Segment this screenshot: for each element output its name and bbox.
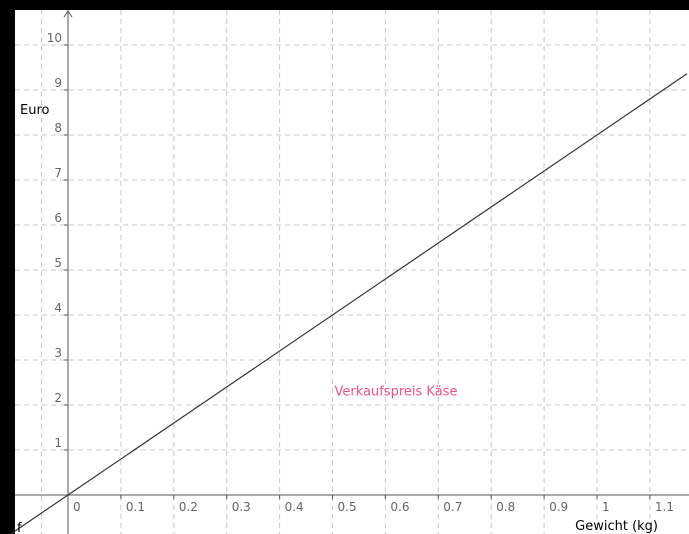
y-tick-label-3: 4 — [54, 301, 62, 315]
x-tick-label-7: 0.7 — [443, 500, 462, 514]
y-tick-label-1: 2 — [54, 391, 62, 405]
y-tick-label-9: 10 — [47, 31, 62, 45]
series-line-f — [9, 73, 688, 534]
y-tick-label-8: 9 — [54, 76, 62, 90]
function-label: f — [17, 521, 22, 534]
y-tick-label-6: 7 — [54, 166, 62, 180]
x-tick-label-6: 0.6 — [390, 500, 409, 514]
x-tick-label-4: 0.4 — [285, 500, 304, 514]
x-tick-label-0: 0 — [73, 500, 81, 514]
y-axis-title: Euro — [20, 103, 50, 118]
x-tick-label-1: 0.1 — [126, 500, 145, 514]
grid — [15, 10, 689, 534]
x-tick-label-11: 1.1 — [655, 500, 674, 514]
plot-area — [15, 10, 689, 534]
y-tick-label-5: 6 — [54, 211, 62, 225]
y-tick-label-2: 3 — [54, 346, 62, 360]
y-tick-label-0: 1 — [54, 436, 62, 450]
axes — [15, 10, 689, 534]
y-axis-arrow — [63, 10, 73, 18]
x-tick-label-3: 0.3 — [232, 500, 251, 514]
y-tick-label-7: 8 — [54, 121, 62, 135]
tick-labels: 0 0.1 0.2 0.3 0.4 0.5 0.6 0.7 0.8 0.9 1 1.1 1 2 3 4 5 6 7 8… — [47, 31, 674, 514]
y-tick-label-4: 5 — [54, 256, 62, 270]
x-tick-label-10: 1 — [602, 500, 610, 514]
x-tick-label-5: 0.5 — [338, 500, 357, 514]
x-axis-title: Gewicht (kg) — [575, 519, 658, 534]
x-tick-label-8: 0.8 — [496, 500, 515, 514]
x-tick-label-2: 0.2 — [179, 500, 198, 514]
x-tick-label-9: 0.9 — [549, 500, 568, 514]
series — [9, 73, 688, 534]
annotation-label: Verkaufspreis Käse — [335, 385, 458, 400]
